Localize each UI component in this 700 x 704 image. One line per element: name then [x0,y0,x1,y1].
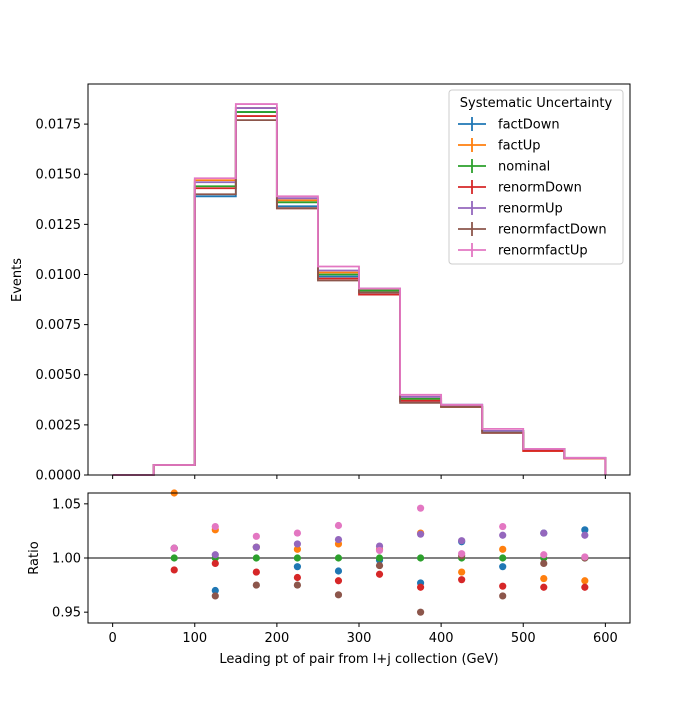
ratio-point-renormfactUp [416,504,425,512]
histogram-y-ticks: 0.0000 0.0025 0.0050 0.0075 0.0100 0.0125 0.01… [36,118,88,484]
ratio-point-renormfactUp [170,544,178,552]
ratio-point-renormfactUp [581,553,589,561]
ratio-point-renormDown [293,573,302,582]
ratio-point-renormDown [252,568,260,576]
ratio-point-factUp [581,577,589,585]
ratio-point-renormUp [416,530,425,538]
ratio-point-renormDown [581,583,589,591]
histogram-y-tick-label: 0.0025 [36,418,82,433]
ratio-point-renormUp [540,529,548,537]
ratio-point-renormfactUp [293,529,302,537]
ratio-x-tick-label: 600 [593,631,618,646]
ratio-panel: 0.95 1.00 1.05 0 100 200 300 400 500 600 Ratio L… [27,489,631,667]
ratio-point-renormUp [499,531,507,539]
histogram-line-renormfactUp [112,103,607,476]
ratio-point-renormfactUp [540,551,548,559]
ratio-point-renormfactDown [252,581,260,589]
histogram-panel: 0.0000 0.0025 0.0050 0.0075 0.0100 0.0125 0.01… [10,83,631,484]
histogram-y-tick-label: 0.0175 [36,118,82,133]
ratio-point-renormDown [170,566,178,574]
ratio-point-nominal [416,554,425,562]
ratio-x-tick-label: 200 [264,631,289,646]
histogram-y-tick-label: 0.0075 [36,318,82,333]
legend-items: factDown factUp nominal renormDown renormUp r… [458,117,607,259]
ratio-point-factDown [581,526,589,534]
ratio-x-ticks: 0 100 200 300 400 500 600 [108,623,618,646]
legend-label-renormUp: renormUp [498,202,563,217]
ratio-point-renormfactDown [334,591,343,599]
ratio-point-renormfactDown [416,608,425,616]
ratio-point-factDown [293,563,302,571]
ratio-x-tick-label: 0 [108,631,116,646]
ratio-point-renormUp [252,543,260,551]
ratio-point-renormfactUp [252,532,260,540]
ratio-point-renormfactUp [499,522,507,531]
histogram-y-tick-label: 0.0000 [36,469,82,484]
ratio-point-nominal [499,554,507,562]
ratio-point-factDown [211,586,219,595]
ratio-point-renormUp [293,540,302,548]
ratio-point-renormUp [458,537,466,545]
ratio-point-nominal [375,554,384,562]
ratio-point-renormfactDown [211,592,219,600]
ratio-point-renormfactDown [499,592,507,600]
ratio-y-tick-label: 0.95 [52,606,81,621]
ratio-point-renormUp [581,531,589,539]
ratio-point-renormDown [211,559,219,568]
ratio-y-label: Ratio [27,541,42,574]
histogram-series-group [112,103,607,476]
ratio-point-factUp [499,545,507,553]
ratio-x-tick-label: 100 [182,631,207,646]
legend-title: Systematic Uncertainty [460,96,613,111]
ratio-y-tick-label: 1.05 [52,497,81,512]
legend-label-factUp: factUp [498,139,541,154]
ratio-point-renormfactUp [458,550,466,558]
histogram-y-tick-label: 0.0100 [36,268,82,283]
x-axis-label: Leading pt of pair from l+j collection (… [219,652,498,667]
ratio-point-factDown [499,563,507,571]
ratio-x-tick-label: 300 [347,631,372,646]
ratio-point-renormDown [540,583,548,591]
histogram-y-label: Events [10,258,25,302]
ratio-point-factUp [293,545,302,553]
ratio-x-tick-label: 400 [429,631,454,646]
ratio-y-tick-label: 1.00 [52,552,81,567]
ratio-point-renormUp [334,535,343,544]
ratio-point-renormfactUp [334,521,343,530]
ratio-point-renormDown [458,576,466,584]
legend-label-renormfactDown: renormfactDown [498,223,607,238]
ratio-point-renormfactUp [211,522,219,531]
ratio-point-factUp [458,568,466,576]
ratio-point-renormfactUp [375,546,384,555]
legend-label-renormDown: renormDown [498,181,582,196]
ratio-point-renormDown [334,577,343,585]
ratio-point-nominal [334,554,343,562]
ratio-point-nominal [170,554,178,562]
ratio-point-renormfactDown [375,561,384,570]
histogram-x-ticks [112,475,606,479]
ratio-x-tick-label: 500 [511,631,536,646]
legend-label-factDown: factDown [498,118,560,133]
ratio-point-renormDown [416,583,425,591]
histogram-y-tick-label: 0.0125 [36,218,82,233]
histogram-y-tick-label: 0.0150 [36,168,82,183]
ratio-point-renormDown [499,582,507,590]
legend-box [448,89,624,265]
ratio-point-renormUp [211,551,219,559]
histogram-y-tick-label: 0.0050 [36,368,82,383]
ratio-point-renormfactDown [293,581,302,589]
legend-label-nominal: nominal [498,160,550,175]
ratio-series-group [170,489,589,616]
ratio-point-factDown [334,567,343,575]
ratio-point-nominal [252,554,260,562]
ratio-point-renormDown [375,570,384,578]
ratio-point-nominal [293,554,302,562]
ratio-point-factUp [540,574,548,583]
ratio-y-ticks: 0.95 1.00 1.05 [52,497,88,621]
legend: Systematic Uncertainty factDown factUp nom… [448,89,624,265]
ratio-point-renormfactDown [540,559,548,568]
legend-label-renormfactUp: renormfactUp [498,244,588,259]
